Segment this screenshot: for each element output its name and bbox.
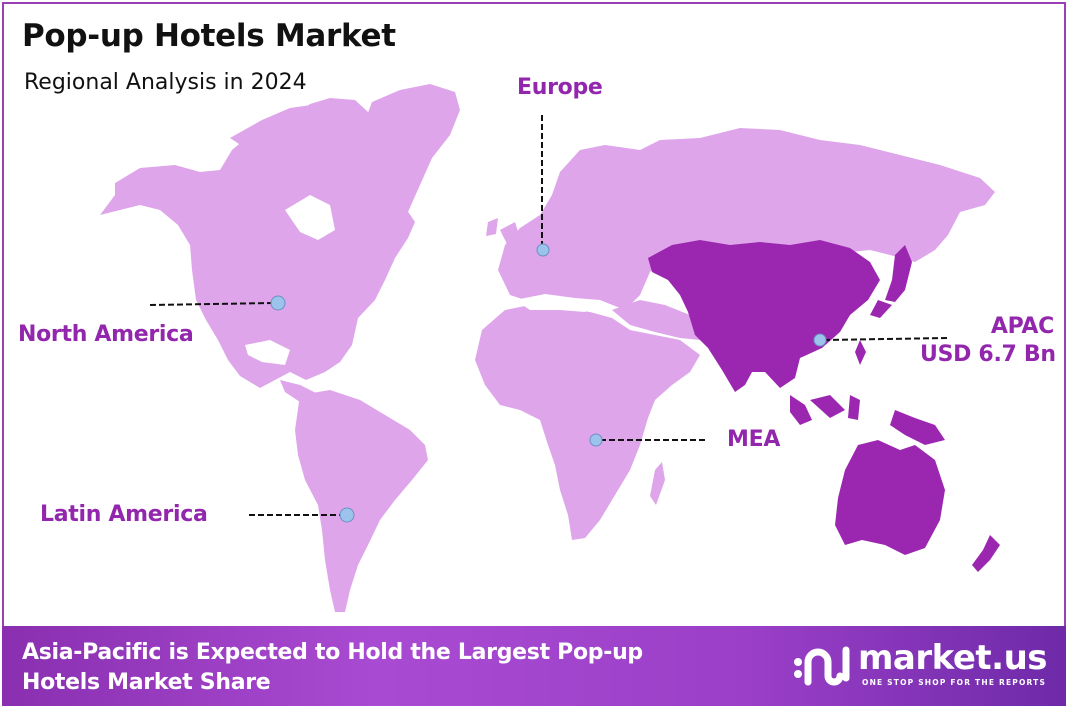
brand-logo: market.us ONE STOP SHOP FOR THE REPORTS [792, 638, 1052, 694]
label-europe: Europe [517, 75, 603, 100]
apac-name: APAC [990, 314, 1054, 339]
mea-marker [589, 433, 603, 447]
page-title: Pop-up Hotels Market [22, 18, 396, 54]
label-mea: MEA [727, 427, 781, 452]
latin-america-marker [339, 507, 355, 523]
apac-shape [648, 240, 1000, 572]
label-apac: APAC USD 6.7 Bn [920, 313, 1056, 369]
label-latin-america: Latin America [40, 502, 208, 527]
brand-tagline: ONE STOP SHOP FOR THE REPORTS [862, 678, 1047, 687]
north-america-marker [270, 295, 286, 311]
latin-america-shape [295, 390, 428, 612]
footer-headline: Asia-Pacific is Expected to Hold the Lar… [22, 640, 643, 695]
apac-marker [813, 333, 827, 347]
mea-shape [475, 300, 700, 540]
apac-value: USD 6.7 Bn [920, 342, 1056, 367]
brand-name: market.us [858, 638, 1048, 678]
footer-banner: Asia-Pacific is Expected to Hold the Lar… [2, 626, 1066, 706]
world-map [100, 84, 1000, 612]
market-us-logo-icon [794, 646, 850, 686]
europe-marker [536, 243, 550, 257]
page-subtitle: Regional Analysis in 2024 [24, 70, 307, 95]
leader-lines [149, 115, 949, 516]
europe-shape [486, 128, 995, 310]
label-north-america: North America [18, 322, 194, 347]
